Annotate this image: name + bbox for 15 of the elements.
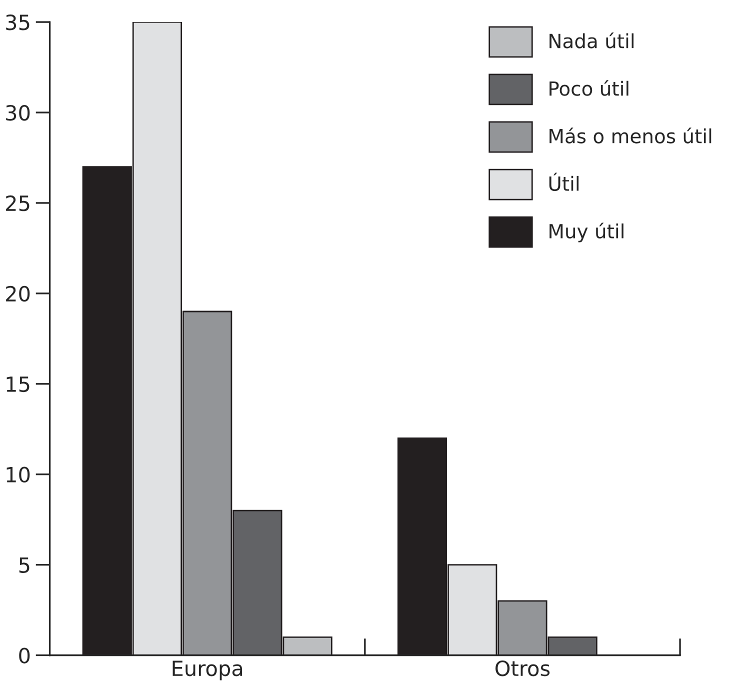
y-tick-label: 5 [19, 558, 30, 573]
x-tick-label: Europa [172, 660, 242, 680]
legend-label: Útil [549, 172, 579, 191]
y-tick-label: 30 [6, 104, 30, 121]
legend-label: Muy útil [550, 222, 624, 242]
y-tick-label: 15 [6, 376, 30, 392]
y-tick-label: 10 [6, 466, 30, 483]
legend-label: Nada útil [550, 32, 634, 48]
legend-label: Más o menos útil [550, 128, 712, 144]
y-tick-label: 20 [6, 286, 30, 302]
y-tick-label: 25 [6, 195, 30, 212]
x-tick-label: Otros [496, 660, 550, 676]
legend-label: Poco útil [550, 80, 628, 96]
y-tick-label: 0 [19, 648, 30, 664]
y-tick-label: 35 [6, 14, 30, 30]
